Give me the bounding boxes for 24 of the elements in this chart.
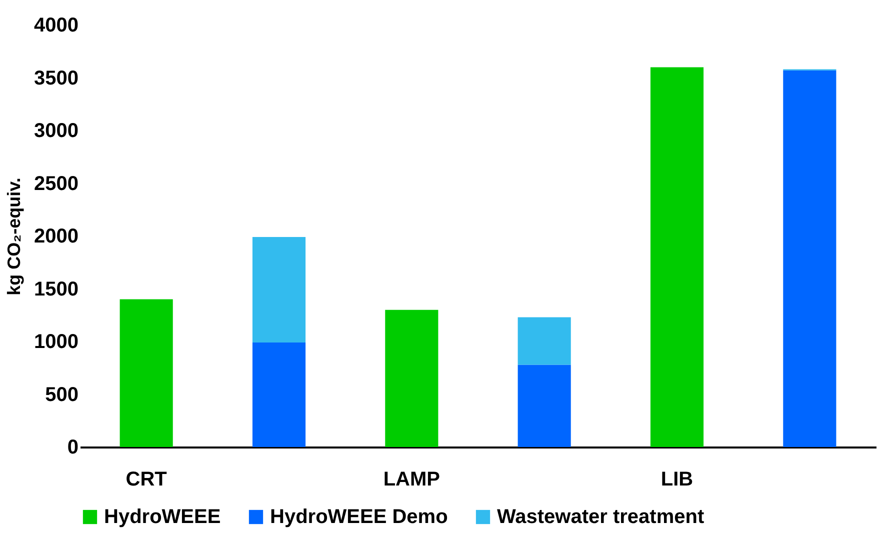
- bar: [650, 67, 704, 447]
- bar: [120, 299, 173, 447]
- legend-label: HydroWEEE Demo: [270, 506, 448, 528]
- legend-label: Wastewater treatment: [497, 506, 704, 528]
- bar: [385, 310, 438, 447]
- x-tick-label: CRT: [126, 468, 167, 490]
- y-tick-label: 3500: [34, 67, 78, 90]
- y-tick-label: 500: [45, 384, 78, 406]
- bar: [252, 342, 306, 447]
- y-tick-label: 0: [67, 436, 78, 458]
- bar: [518, 364, 571, 447]
- bar: [518, 317, 571, 365]
- x-tick-label: LIB: [660, 468, 694, 490]
- y-tick-label: 1500: [34, 278, 78, 300]
- y-tick-label: 2000: [34, 226, 78, 248]
- legend-label: HydroWEEE: [104, 506, 221, 528]
- y-tick-label: 3000: [34, 120, 78, 142]
- x-tick-label: LAMP: [383, 468, 440, 490]
- bar: [783, 70, 836, 447]
- y-tick-label: 1000: [34, 331, 78, 353]
- y-tick-label: 2500: [34, 172, 78, 195]
- y-axis-title: kg CO₂-equiv.: [4, 178, 24, 296]
- bar: [252, 237, 306, 343]
- y-tick-label: 4000: [34, 14, 78, 36]
